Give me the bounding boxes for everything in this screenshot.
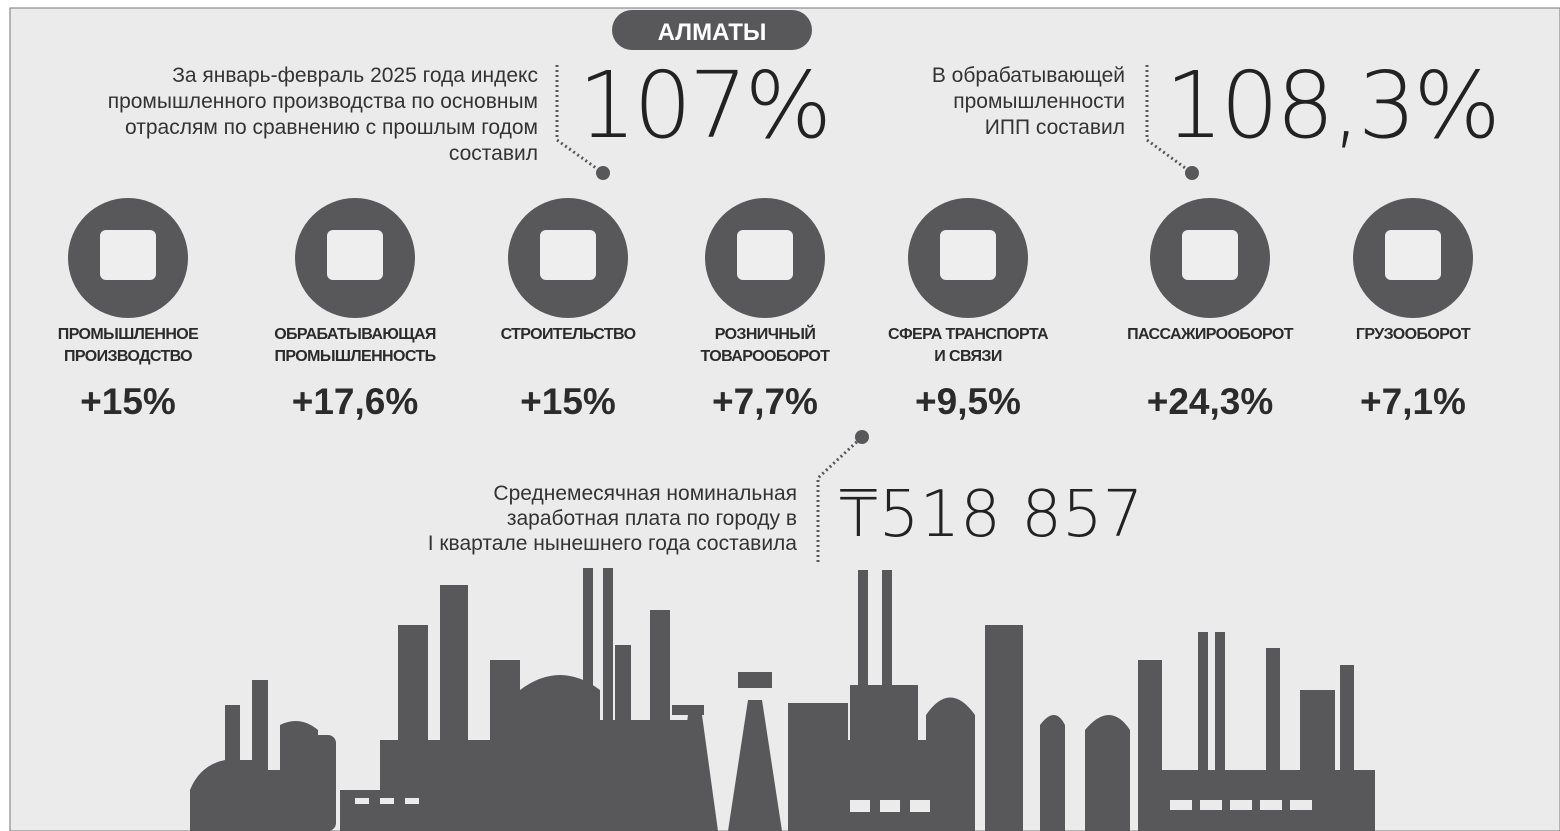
text-line: СФЕРА ТРАНСПОРТА <box>888 326 1049 343</box>
icon-glyph <box>327 230 383 280</box>
text-line: I квартале нынешнего года составила <box>428 532 798 555</box>
text-line: промышленности <box>953 90 1125 113</box>
icon-glyph <box>1385 230 1441 280</box>
text-line: ТОВАРООБОРОТ <box>701 348 831 365</box>
windows <box>355 798 1312 812</box>
big-value: 108,3% <box>1165 52 1498 159</box>
text-line: заработная плата по городу в <box>507 507 797 530</box>
text-line: ПРОМЫШЛЕННОЕ <box>58 326 199 343</box>
skyline <box>190 568 1375 831</box>
text-line: Среднемесячная номинальная <box>493 482 797 505</box>
text-line: За январь-февраль 2025 года индекс <box>172 64 538 87</box>
indicator-value: +15% <box>80 381 176 422</box>
salary-value: ₸518 857 <box>838 478 1143 552</box>
text-line: В обрабатывающей <box>932 64 1125 87</box>
indicator-value: +9,5% <box>915 381 1021 422</box>
big-value: 107% <box>578 52 829 159</box>
text-line: И СВЯЗИ <box>934 348 1002 365</box>
text-line: РОЗНИЧНЫЙ <box>715 324 816 343</box>
text-line: ГРУЗООБОРОТ <box>1356 326 1471 343</box>
text-line: ОБРАБАТЫВАЮЩАЯ <box>274 326 436 343</box>
icon-glyph <box>1182 230 1238 280</box>
text-line: ПРОИЗВОДСТВО <box>64 348 192 365</box>
pointer <box>555 65 604 175</box>
title: АЛМАТЫ <box>658 19 767 46</box>
indicator-value: +17,6% <box>292 381 419 422</box>
icon-glyph <box>540 230 596 280</box>
title-pill <box>612 10 812 50</box>
indicator-value: +7,1% <box>1360 381 1466 422</box>
text-line: ИПП составил <box>985 116 1125 139</box>
pointer <box>1145 65 1193 175</box>
dot <box>855 430 869 444</box>
text-line: промышленного производства по основным <box>108 90 538 113</box>
icon-glyph <box>940 230 996 280</box>
text-line: составил <box>449 142 538 165</box>
icon-glyph <box>100 230 156 280</box>
text-line: СТРОИТЕЛЬСТВО <box>501 326 636 343</box>
text-line: отраслям по сравнению с прошлым годом <box>125 116 538 139</box>
indicator-value: +15% <box>520 381 616 422</box>
indicator-value: +7,7% <box>712 381 818 422</box>
text-line: ПРОМЫШЛЕННОСТЬ <box>275 348 436 365</box>
dot <box>1185 166 1199 180</box>
icon-glyph <box>737 230 793 280</box>
text-line: ПАССАЖИРООБОРОТ <box>1127 326 1294 343</box>
dot <box>596 166 610 180</box>
indicator-value: +24,3% <box>1147 381 1274 422</box>
